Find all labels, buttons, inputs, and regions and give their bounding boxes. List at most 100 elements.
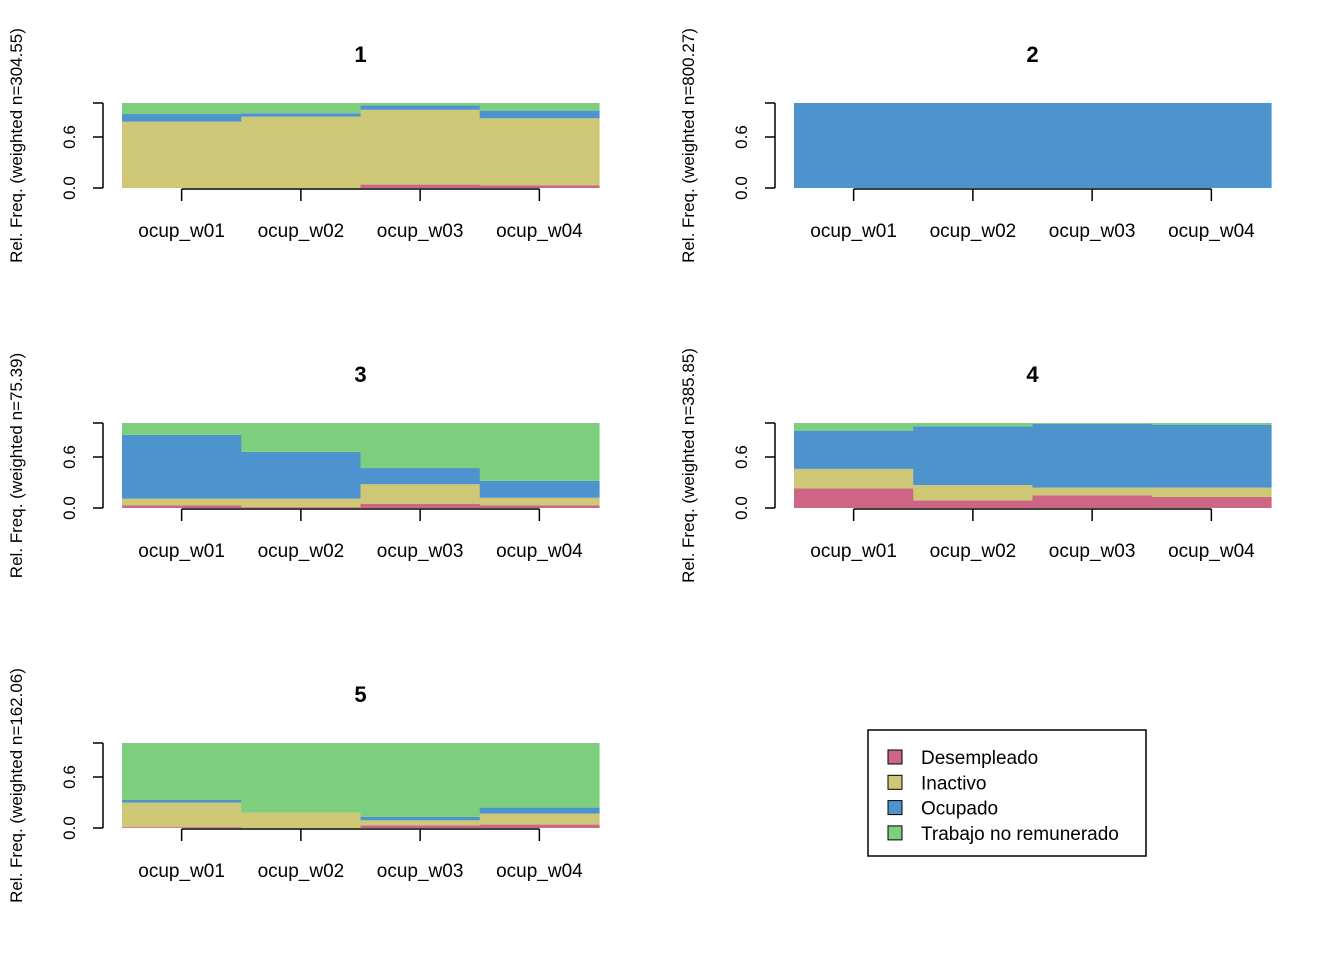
bar-segment-ocup_w03-ocupado <box>360 468 481 485</box>
y-axis-label: Rel. Freq. (weighted n=162.06) <box>7 668 26 903</box>
y-axis-label: Rel. Freq. (weighted n=800.27) <box>679 28 698 263</box>
x-tick-label: ocup_w02 <box>258 861 345 882</box>
bar-segment-ocup_w02-trabajo-no-remunerado <box>913 423 1034 427</box>
bar-segment-ocup_w03-trabajo-no-remunerado <box>360 103 481 106</box>
y-tick-label: 0.6 <box>732 445 751 469</box>
bar-segment-ocup_w03-ocupado <box>1032 423 1153 488</box>
legend-box <box>867 729 1147 857</box>
x-tick-label: ocup_w04 <box>496 221 583 242</box>
x-tick-label: ocup_w04 <box>1168 541 1255 562</box>
bar-segment-ocup_w03-desempleado <box>360 503 481 508</box>
panel-title: 4 <box>1026 362 1039 387</box>
legend: Desempleado Inactivo Ocupado Trabajo no rem… <box>867 729 1147 857</box>
bar-segment-ocup_w03-desempleado <box>360 184 481 188</box>
y-tick-label: 0.6 <box>732 125 751 149</box>
x-tick-label: ocup_w01 <box>138 221 225 242</box>
bar-segment-ocup_w04-desempleado <box>479 185 600 188</box>
x-tick-label: ocup_w03 <box>1049 221 1136 242</box>
bar-segment-ocup_w03-trabajo-no-remunerado <box>360 743 481 817</box>
bar-segment-ocup_w01-ocupado <box>122 114 242 122</box>
x-tick-label: ocup_w01 <box>138 861 225 882</box>
y-tick-label: 0.0 <box>732 496 751 520</box>
bar-segment-ocup_w02-desempleado <box>241 507 362 508</box>
bar-segment-ocup_w01-ocupado <box>122 434 242 499</box>
x-tick-label: ocup_w03 <box>377 221 464 242</box>
panel-4: 4 0.0 0.6 Rel. Freq. (weighted n=385.85) ocu… <box>679 348 1272 583</box>
bar-segment-ocup_w02-ocupado <box>241 451 362 499</box>
bar-segment-ocup_w01-trabajo-no-remunerado <box>122 743 242 800</box>
bar-segment-ocup_w04-trabajo-no-remunerado <box>479 743 600 808</box>
panel-title: 5 <box>354 682 366 707</box>
y-axis-label: Rel. Freq. (weighted n=75.39) <box>7 353 26 578</box>
x-tick-label: ocup_w03 <box>1049 541 1136 562</box>
legend-swatch-trabajo-no-remunerado <box>887 825 903 841</box>
bar-segment-ocup_w02-trabajo-no-remunerado <box>241 423 362 452</box>
x-tick-label: ocup_w01 <box>810 221 897 242</box>
y-axis-label: Rel. Freq. (weighted n=304.55) <box>7 28 26 263</box>
bar-segment-ocup_w04-ocupado <box>1151 103 1272 188</box>
panel-title: 1 <box>354 42 366 67</box>
bar-segment-ocup_w04-desempleado <box>479 824 600 828</box>
x-tick-label: ocup_w02 <box>258 541 345 562</box>
bar-segment-ocup_w02-inactivo <box>241 498 362 508</box>
bar-segment-ocup_w04-desempleado <box>479 505 600 508</box>
bar-segment-ocup_w01-desempleado <box>122 827 242 828</box>
x-tick-label: ocup_w03 <box>377 861 464 882</box>
y-tick-label: 0.6 <box>60 445 79 469</box>
y-tick-label: 0.0 <box>732 176 751 200</box>
panel-title: 3 <box>354 362 366 387</box>
legend-label-desempleado: Desempleado <box>921 748 1038 769</box>
bar-segment-ocup_w04-inactivo <box>479 813 600 825</box>
y-axis-label: Rel. Freq. (weighted n=385.85) <box>679 348 698 583</box>
x-tick-label: ocup_w02 <box>930 541 1017 562</box>
legend-label-ocupado: Ocupado <box>921 799 998 820</box>
y-tick-label: 0.0 <box>60 496 79 520</box>
bar-segment-ocup_w01-trabajo-no-remunerado <box>122 423 242 435</box>
x-tick-label: ocup_w04 <box>496 861 583 882</box>
bar-segment-ocup_w04-ocupado <box>479 110 600 119</box>
panel-3: 3 0.0 0.6 Rel. Freq. (weighted n=75.39) ocup… <box>7 353 600 578</box>
bar-segment-ocup_w02-trabajo-no-remunerado <box>241 103 362 114</box>
bar-segment-ocup_w04-ocupado <box>1151 424 1272 488</box>
bar-segment-ocup_w02-desempleado <box>913 500 1034 508</box>
y-tick-label: 0.0 <box>60 816 79 840</box>
bar-segment-ocup_w01-inactivo <box>122 121 242 188</box>
x-tick-label: ocup_w01 <box>810 541 897 562</box>
bar-segment-ocup_w01-trabajo-no-remunerado <box>794 423 914 431</box>
legend-swatch-desempleado <box>887 749 903 765</box>
bar-segment-ocup_w02-inactivo <box>241 116 362 188</box>
bar-segment-ocup_w03-inactivo <box>360 109 481 185</box>
bar-segment-ocup_w03-desempleado <box>1032 495 1153 508</box>
bar-segment-ocup_w03-desempleado <box>360 825 481 828</box>
bar-segment-ocup_w02-inactivo <box>241 812 362 828</box>
x-tick-label: ocup_w01 <box>138 541 225 562</box>
bar-segment-ocup_w03-inactivo <box>1032 487 1153 496</box>
panel-2: 2 0.0 0.6 Rel. Freq. (weighted n=800.27) ocu… <box>679 28 1272 263</box>
bar-segment-ocup_w04-ocupado <box>479 807 600 814</box>
bar-segment-ocup_w03-trabajo-no-remunerado <box>1032 423 1153 424</box>
x-tick-label: ocup_w02 <box>930 221 1017 242</box>
legend-swatch-ocupado <box>887 800 903 816</box>
bar-segment-ocup_w03-inactivo <box>360 484 481 504</box>
bar-segment-ocup_w01-inactivo <box>794 468 914 489</box>
bar-segment-ocup_w02-ocupado <box>913 103 1034 188</box>
panel-5: 5 0.0 0.6 Rel. Freq. (weighted n=162.06) ocu… <box>7 668 600 903</box>
bar-segment-ocup_w04-trabajo-no-remunerado <box>479 103 600 111</box>
x-tick-label: ocup_w04 <box>1168 221 1255 242</box>
bar-segment-ocup_w01-ocupado <box>794 103 914 188</box>
bar-segment-ocup_w03-inactivo <box>360 820 481 826</box>
bar-segment-ocup_w03-ocupado <box>1032 103 1153 188</box>
panel-1: 1 0.0 0.6 Rel. Freq. (weighted n=304.55) ocu… <box>7 28 600 263</box>
bar-segment-ocup_w02-trabajo-no-remunerado <box>241 743 362 813</box>
bar-segment-ocup_w03-ocupado <box>360 105 481 110</box>
bar-segment-ocup_w01-inactivo <box>122 498 242 506</box>
bar-segment-ocup_w03-trabajo-no-remunerado <box>360 423 481 469</box>
legend-label-trabajo-no-remunerado: Trabajo no remunerado <box>921 824 1119 845</box>
bar-segment-ocup_w01-desempleado <box>794 488 914 508</box>
y-tick-label: 0.0 <box>60 176 79 200</box>
bar-segment-ocup_w04-desempleado <box>1151 496 1272 508</box>
bar-segment-ocup_w01-trabajo-no-remunerado <box>122 103 242 115</box>
y-tick-label: 0.6 <box>60 125 79 149</box>
